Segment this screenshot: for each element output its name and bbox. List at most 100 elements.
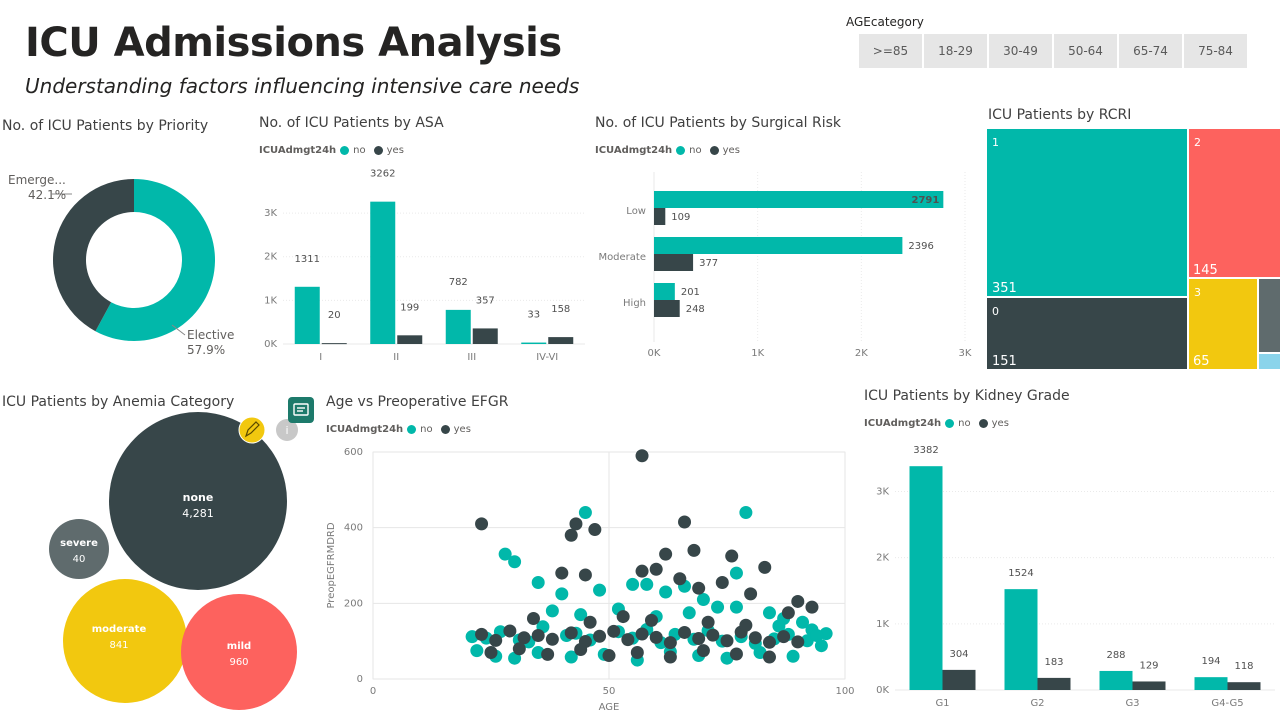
kidney-bar-no[interactable] bbox=[1004, 589, 1038, 690]
scatter-point-yes[interactable] bbox=[484, 646, 498, 660]
scatter-point-yes[interactable] bbox=[805, 600, 819, 614]
scatter-point-yes[interactable] bbox=[701, 615, 715, 629]
scatter-point-no[interactable] bbox=[682, 606, 696, 620]
edit-pencil-icon[interactable] bbox=[238, 416, 266, 444]
age-egfr-scatter-chart[interactable]: 0 200 400 600 0 50 100 AGE PreopEGFRMDRD bbox=[320, 440, 860, 715]
kidney-bar-chart[interactable]: 0K 1K 2K 3K G1 3382 304 G2 1524 183 G3 288 129 G4-G5 1… bbox=[855, 435, 1280, 715]
kidney-bar-yes[interactable] bbox=[942, 669, 976, 690]
scatter-point-yes[interactable] bbox=[517, 631, 531, 645]
scatter-point-yes[interactable] bbox=[758, 560, 772, 574]
rcri-tile-3[interactable] bbox=[1189, 279, 1257, 369]
rcri-tile-2[interactable] bbox=[1189, 129, 1280, 277]
scatter-point-no[interactable] bbox=[696, 593, 710, 607]
scatter-point-yes[interactable] bbox=[512, 642, 526, 656]
scatter-point-no[interactable] bbox=[796, 615, 810, 629]
risk-bar-yes[interactable] bbox=[654, 208, 666, 225]
scatter-point-no[interactable] bbox=[545, 604, 559, 618]
asa-bar-yes[interactable] bbox=[472, 328, 498, 344]
asa-bar-no[interactable] bbox=[445, 309, 471, 344]
scatter-point-yes[interactable] bbox=[663, 650, 677, 664]
risk-bar-no[interactable] bbox=[654, 283, 675, 300]
scatter-point-yes[interactable] bbox=[644, 613, 658, 627]
scatter-point-yes[interactable] bbox=[678, 625, 692, 639]
scatter-point-yes[interactable] bbox=[489, 633, 503, 647]
kidney-bar-yes[interactable] bbox=[1227, 682, 1261, 690]
kidney-bar-no[interactable] bbox=[909, 466, 943, 690]
scatter-point-yes[interactable] bbox=[588, 523, 602, 537]
rcri-treemap[interactable]: 1 351 2 145 0 151 3 65 bbox=[987, 129, 1280, 369]
scatter-point-no[interactable] bbox=[578, 506, 592, 520]
risk-bar-no[interactable] bbox=[654, 237, 903, 254]
priority-slice-emergency[interactable] bbox=[53, 179, 134, 332]
scatter-point-yes[interactable] bbox=[687, 543, 701, 557]
anemia-bubble-chart[interactable]: none 4,281 severe 40 moderate 841 mild 9… bbox=[0, 410, 310, 715]
risk-bar-no[interactable] bbox=[654, 191, 944, 208]
asa-bar-no[interactable] bbox=[294, 286, 320, 344]
slicer-option-30-49[interactable]: 30-49 bbox=[989, 34, 1052, 68]
scatter-point-no[interactable] bbox=[810, 628, 824, 642]
scatter-point-yes[interactable] bbox=[715, 576, 729, 590]
scatter-point-yes[interactable] bbox=[630, 646, 644, 660]
scatter-point-yes[interactable] bbox=[635, 627, 649, 641]
anemia-bubble-severe[interactable] bbox=[49, 519, 109, 579]
scatter-point-no[interactable] bbox=[626, 577, 640, 591]
scatter-point-yes[interactable] bbox=[583, 615, 597, 629]
scatter-point-yes[interactable] bbox=[564, 626, 578, 640]
scatter-point-no[interactable] bbox=[531, 576, 545, 590]
priority-slice-elective[interactable] bbox=[95, 179, 215, 341]
scatter-point-yes[interactable] bbox=[739, 618, 753, 632]
slicer-option-18-29[interactable]: 18-29 bbox=[924, 34, 987, 68]
slicer-option-75-84[interactable]: 75-84 bbox=[1184, 34, 1247, 68]
scatter-point-yes[interactable] bbox=[475, 517, 489, 531]
asa-bar-no[interactable] bbox=[521, 342, 547, 344]
scatter-point-yes[interactable] bbox=[729, 647, 743, 661]
scatter-point-no[interactable] bbox=[555, 587, 569, 601]
scatter-point-no[interactable] bbox=[772, 619, 786, 633]
scatter-point-yes[interactable] bbox=[649, 630, 663, 644]
scatter-point-yes[interactable] bbox=[791, 594, 805, 608]
scatter-point-yes[interactable] bbox=[503, 624, 517, 638]
anemia-bubble-moderate[interactable] bbox=[63, 579, 187, 703]
scatter-point-yes[interactable] bbox=[578, 568, 592, 582]
scatter-point-yes[interactable] bbox=[574, 642, 588, 656]
scatter-point-yes[interactable] bbox=[475, 627, 489, 641]
scatter-point-yes[interactable] bbox=[545, 632, 559, 646]
scatter-point-yes[interactable] bbox=[616, 610, 630, 624]
scatter-point-yes[interactable] bbox=[777, 630, 791, 644]
scatter-point-yes[interactable] bbox=[659, 547, 673, 561]
scatter-point-yes[interactable] bbox=[678, 515, 692, 529]
slicer-option-85-plus[interactable]: >=85 bbox=[859, 34, 922, 68]
scatter-point-no[interactable] bbox=[762, 606, 776, 620]
kidney-bar-no[interactable] bbox=[1194, 677, 1228, 690]
scatter-point-yes[interactable] bbox=[635, 449, 649, 463]
scatter-point-yes[interactable] bbox=[692, 581, 706, 595]
info-icon[interactable] bbox=[276, 419, 298, 441]
kidney-bar-no[interactable] bbox=[1099, 670, 1133, 690]
asa-bar-yes[interactable] bbox=[321, 343, 347, 345]
asa-bar-yes[interactable] bbox=[397, 335, 423, 344]
scatter-point-yes[interactable] bbox=[791, 635, 805, 649]
slicer-option-50-64[interactable]: 50-64 bbox=[1054, 34, 1117, 68]
scatter-point-yes[interactable] bbox=[673, 572, 687, 586]
anemia-bubble-mild[interactable] bbox=[181, 594, 297, 710]
scatter-point-no[interactable] bbox=[508, 555, 522, 569]
scatter-point-no[interactable] bbox=[564, 650, 578, 664]
scatter-point-no[interactable] bbox=[498, 547, 512, 561]
scatter-point-yes[interactable] bbox=[564, 528, 578, 542]
scatter-point-yes[interactable] bbox=[696, 644, 710, 658]
scatter-point-no[interactable] bbox=[729, 566, 743, 580]
scatter-point-yes[interactable] bbox=[531, 628, 545, 642]
scatter-point-yes[interactable] bbox=[635, 564, 649, 578]
scatter-point-yes[interactable] bbox=[593, 629, 607, 643]
scatter-point-no[interactable] bbox=[786, 649, 800, 663]
kidney-bar-yes[interactable] bbox=[1037, 677, 1071, 690]
scatter-point-yes[interactable] bbox=[607, 624, 621, 638]
scatter-point-yes[interactable] bbox=[706, 628, 720, 642]
scatter-point-yes[interactable] bbox=[541, 647, 555, 661]
scatter-point-yes[interactable] bbox=[720, 634, 734, 648]
surgical-risk-bar-chart[interactable]: 0K 1K 2K 3K Low 2791 109 Moderate 2396 377 High 201… bbox=[590, 160, 980, 365]
rcri-tile-1[interactable] bbox=[987, 129, 1187, 296]
scatter-point-no[interactable] bbox=[593, 583, 607, 597]
focus-mode-icon[interactable] bbox=[288, 397, 314, 423]
scatter-point-no[interactable] bbox=[659, 585, 673, 599]
